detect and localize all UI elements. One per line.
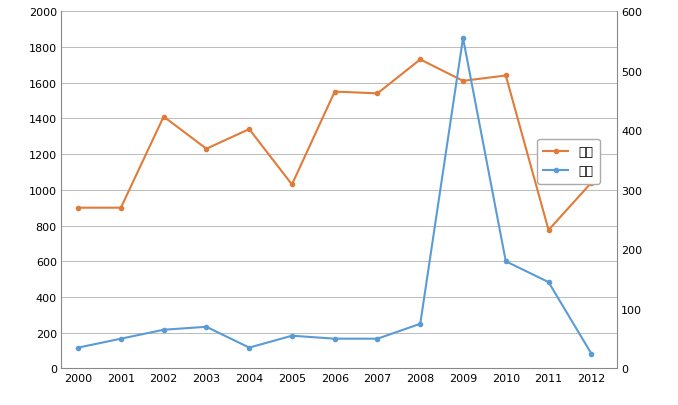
미국 xyxy=(587,181,595,185)
미국 xyxy=(245,127,254,132)
미국 xyxy=(416,58,424,63)
한국 xyxy=(331,337,339,341)
Line: 미국: 미국 xyxy=(76,58,593,232)
한국 xyxy=(245,345,254,350)
미국 xyxy=(374,92,382,96)
한국 xyxy=(74,345,82,350)
한국 xyxy=(117,337,125,341)
미국 xyxy=(202,147,210,152)
미국 xyxy=(159,115,167,120)
한국 xyxy=(374,337,382,341)
한국 xyxy=(502,259,510,264)
한국 xyxy=(202,324,210,329)
미국 xyxy=(288,183,296,188)
한국 xyxy=(159,328,167,333)
미국 xyxy=(544,228,553,233)
Legend: 미국, 한국: 미국, 한국 xyxy=(537,139,599,184)
미국 xyxy=(331,90,339,95)
한국 xyxy=(587,351,595,356)
미국 xyxy=(117,206,125,211)
한국 xyxy=(288,333,296,338)
한국 xyxy=(459,36,467,41)
Line: 한국: 한국 xyxy=(76,37,593,356)
미국 xyxy=(459,79,467,84)
미국 xyxy=(74,206,82,211)
미국 xyxy=(502,74,510,79)
한국 xyxy=(416,322,424,326)
한국 xyxy=(544,280,553,285)
